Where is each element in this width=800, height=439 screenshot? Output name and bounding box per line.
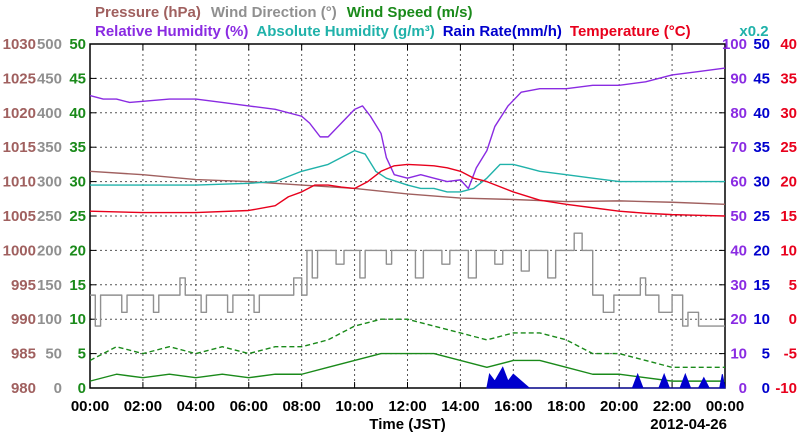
rain-tick-label: 5	[762, 346, 770, 363]
series-absolute-humidity-g-m-line	[90, 149, 725, 193]
wind_dir-tick-label: 350	[37, 139, 62, 156]
temp-tick-label: 10	[780, 242, 797, 259]
legend-wind_dir: Wind Direction (°)	[211, 4, 337, 21]
pressure-tick-label: 990	[11, 311, 36, 328]
temp-tick-label: 40	[780, 36, 797, 53]
wind_speed-tick-label: 15	[69, 277, 86, 294]
x-tick-label: 00:00	[706, 398, 744, 415]
x-tick-label: 02:00	[124, 398, 162, 415]
rh-tick-label: 20	[730, 311, 747, 328]
x-axis-label: Time (JST)	[369, 416, 445, 433]
wind_dir-tick-label: 450	[37, 70, 62, 87]
rain-tick-label: 20	[753, 242, 770, 259]
rain-tick-label: 50	[753, 36, 770, 53]
pressure-tick-label: 1015	[3, 139, 36, 156]
temp-tick-label: 20	[780, 174, 797, 191]
rh-tick-label: 100	[722, 36, 747, 53]
wind_dir-tick-label: 150	[37, 277, 62, 294]
x-tick-label: 10:00	[335, 398, 373, 415]
temp-tick-label: -10	[775, 380, 797, 397]
pressure-tick-label: 1000	[3, 242, 36, 259]
pressure-tick-label: 1025	[3, 70, 36, 87]
wind_dir-tick-label: 300	[37, 174, 62, 191]
wind_dir-tick-label: 50	[45, 346, 62, 363]
temp-tick-label: -5	[784, 346, 797, 363]
rh-tick-label: 10	[730, 346, 747, 363]
wind_dir-tick-label: 100	[37, 311, 62, 328]
pressure-tick-label: 995	[11, 277, 36, 294]
wind_speed-tick-label: 25	[69, 208, 86, 225]
legend-wind_speed: Wind Speed (m/s)	[347, 4, 473, 21]
series-rain-area	[486, 366, 726, 389]
rain-tick-label: 40	[753, 105, 770, 122]
x-tick-label: 18:00	[547, 398, 585, 415]
x-tick-label: 14:00	[441, 398, 479, 415]
pressure-tick-label: 1030	[3, 36, 36, 53]
rain-tick-label: 15	[753, 277, 770, 294]
wind_speed-tick-label: 40	[69, 105, 86, 122]
wind_speed-tick-label: 20	[69, 242, 86, 259]
wind_dir-tick-label: 250	[37, 208, 62, 225]
series-wind-direction-line	[90, 232, 725, 327]
date-label: 2012-04-26	[650, 416, 727, 433]
x-tick-label: 00:00	[71, 398, 109, 415]
rain-tick-label: 35	[753, 139, 770, 156]
wind_speed-tick-label: 35	[69, 139, 86, 156]
legend-rh: Relative Humidity (%)	[95, 23, 248, 40]
pressure-tick-label: 1020	[3, 105, 36, 122]
temp-tick-label: 0	[789, 311, 797, 328]
rain-tick-label: 10	[753, 311, 770, 328]
pressure-tick-label: 1010	[3, 174, 36, 191]
rh-tick-label: 80	[730, 105, 747, 122]
wind_speed-tick-label: 30	[69, 174, 86, 191]
temp-tick-label: 5	[789, 277, 797, 294]
x-tick-label: 16:00	[494, 398, 532, 415]
rh-tick-label: 0	[739, 380, 747, 397]
rh-tick-label: 30	[730, 277, 747, 294]
pressure-tick-label: 980	[11, 380, 36, 397]
rh-tick-label: 70	[730, 139, 747, 156]
wind_speed-tick-label: 50	[69, 36, 86, 53]
x-tick-label: 04:00	[177, 398, 215, 415]
wind_dir-tick-label: 200	[37, 242, 62, 259]
x-tick-label: 06:00	[230, 398, 268, 415]
temp-tick-label: 15	[780, 208, 797, 225]
legend-rain: Rain Rate(mm/h)	[443, 23, 562, 40]
x-tick-label: 20:00	[600, 398, 638, 415]
wind_speed-tick-label: 10	[69, 311, 86, 328]
series-wind-speed-m-s-line	[89, 352, 725, 382]
legend-ah-scale: x0.2	[739, 23, 768, 40]
temp-tick-label: 25	[780, 139, 797, 156]
wind_speed-tick-label: 45	[69, 70, 86, 87]
series-relative-humidity-line	[89, 67, 726, 190]
x-tick-label: 12:00	[388, 398, 426, 415]
legend-ah: Absolute Humidity (g/m³)	[256, 23, 434, 40]
x-tick-label: 22:00	[653, 398, 691, 415]
wind_dir-tick-label: 0	[54, 380, 62, 397]
rh-tick-label: 90	[730, 70, 747, 87]
legend-pressure: Pressure (hPa)	[95, 4, 201, 21]
rh-tick-label: 50	[730, 208, 747, 225]
series-pressure-hpa-line	[89, 170, 726, 206]
wind_dir-tick-label: 500	[37, 36, 62, 53]
pressure-tick-label: 1005	[3, 208, 36, 225]
rain-tick-label: 30	[753, 174, 770, 191]
legend-temp: Temperature (°C)	[570, 23, 691, 40]
pressure-tick-label: 985	[11, 346, 36, 363]
wind_dir-tick-label: 400	[37, 105, 62, 122]
rh-tick-label: 60	[730, 174, 747, 191]
wind_speed-tick-label: 5	[78, 346, 86, 363]
wind_speed-tick-label: 0	[78, 380, 86, 397]
rain-tick-label: 0	[762, 380, 770, 397]
temp-tick-label: 35	[780, 70, 797, 87]
series-wind-gust-m-s-line	[89, 318, 725, 369]
series-temperature-c-line	[89, 163, 726, 217]
temp-tick-label: 30	[780, 105, 797, 122]
rain-tick-label: 25	[753, 208, 770, 225]
x-tick-label: 08:00	[282, 398, 320, 415]
rain-tick-label: 45	[753, 70, 770, 87]
rh-tick-label: 40	[730, 242, 747, 259]
